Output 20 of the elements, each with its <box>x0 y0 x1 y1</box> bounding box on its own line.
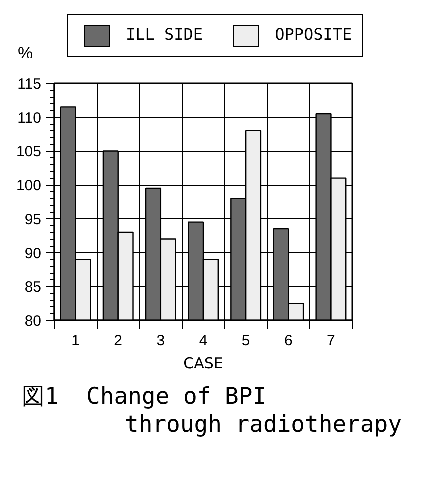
y-tick-label: 110 <box>18 110 42 127</box>
legend-label: ILL SIDE <box>126 24 204 46</box>
text: 図1 Change of BPI through radiotherapy <box>22 383 402 439</box>
y-tick-label: 90 <box>24 245 42 262</box>
x-axis-title: CASE <box>184 354 224 372</box>
y-tick-label: 95 <box>24 211 42 228</box>
y-tick-label: 115 <box>18 76 42 93</box>
x-tick-label: 7 <box>327 332 336 350</box>
x-tick-label: 2 <box>114 332 123 350</box>
y-tick-label: 85 <box>24 279 42 296</box>
x-tick-label: 5 <box>242 332 250 350</box>
x-tick-label: 1 <box>72 332 80 350</box>
y-tick-label: 100 <box>16 178 42 195</box>
y-tick-label: 105 <box>16 144 42 161</box>
y-axis-title: % <box>18 43 34 65</box>
x-tick-label: 6 <box>284 332 293 350</box>
x-tick-label: 4 <box>199 332 208 350</box>
y-tick-label: 80 <box>24 313 42 330</box>
legend-label: OPPOSITE <box>275 24 352 46</box>
x-tick-label: 3 <box>156 332 166 350</box>
